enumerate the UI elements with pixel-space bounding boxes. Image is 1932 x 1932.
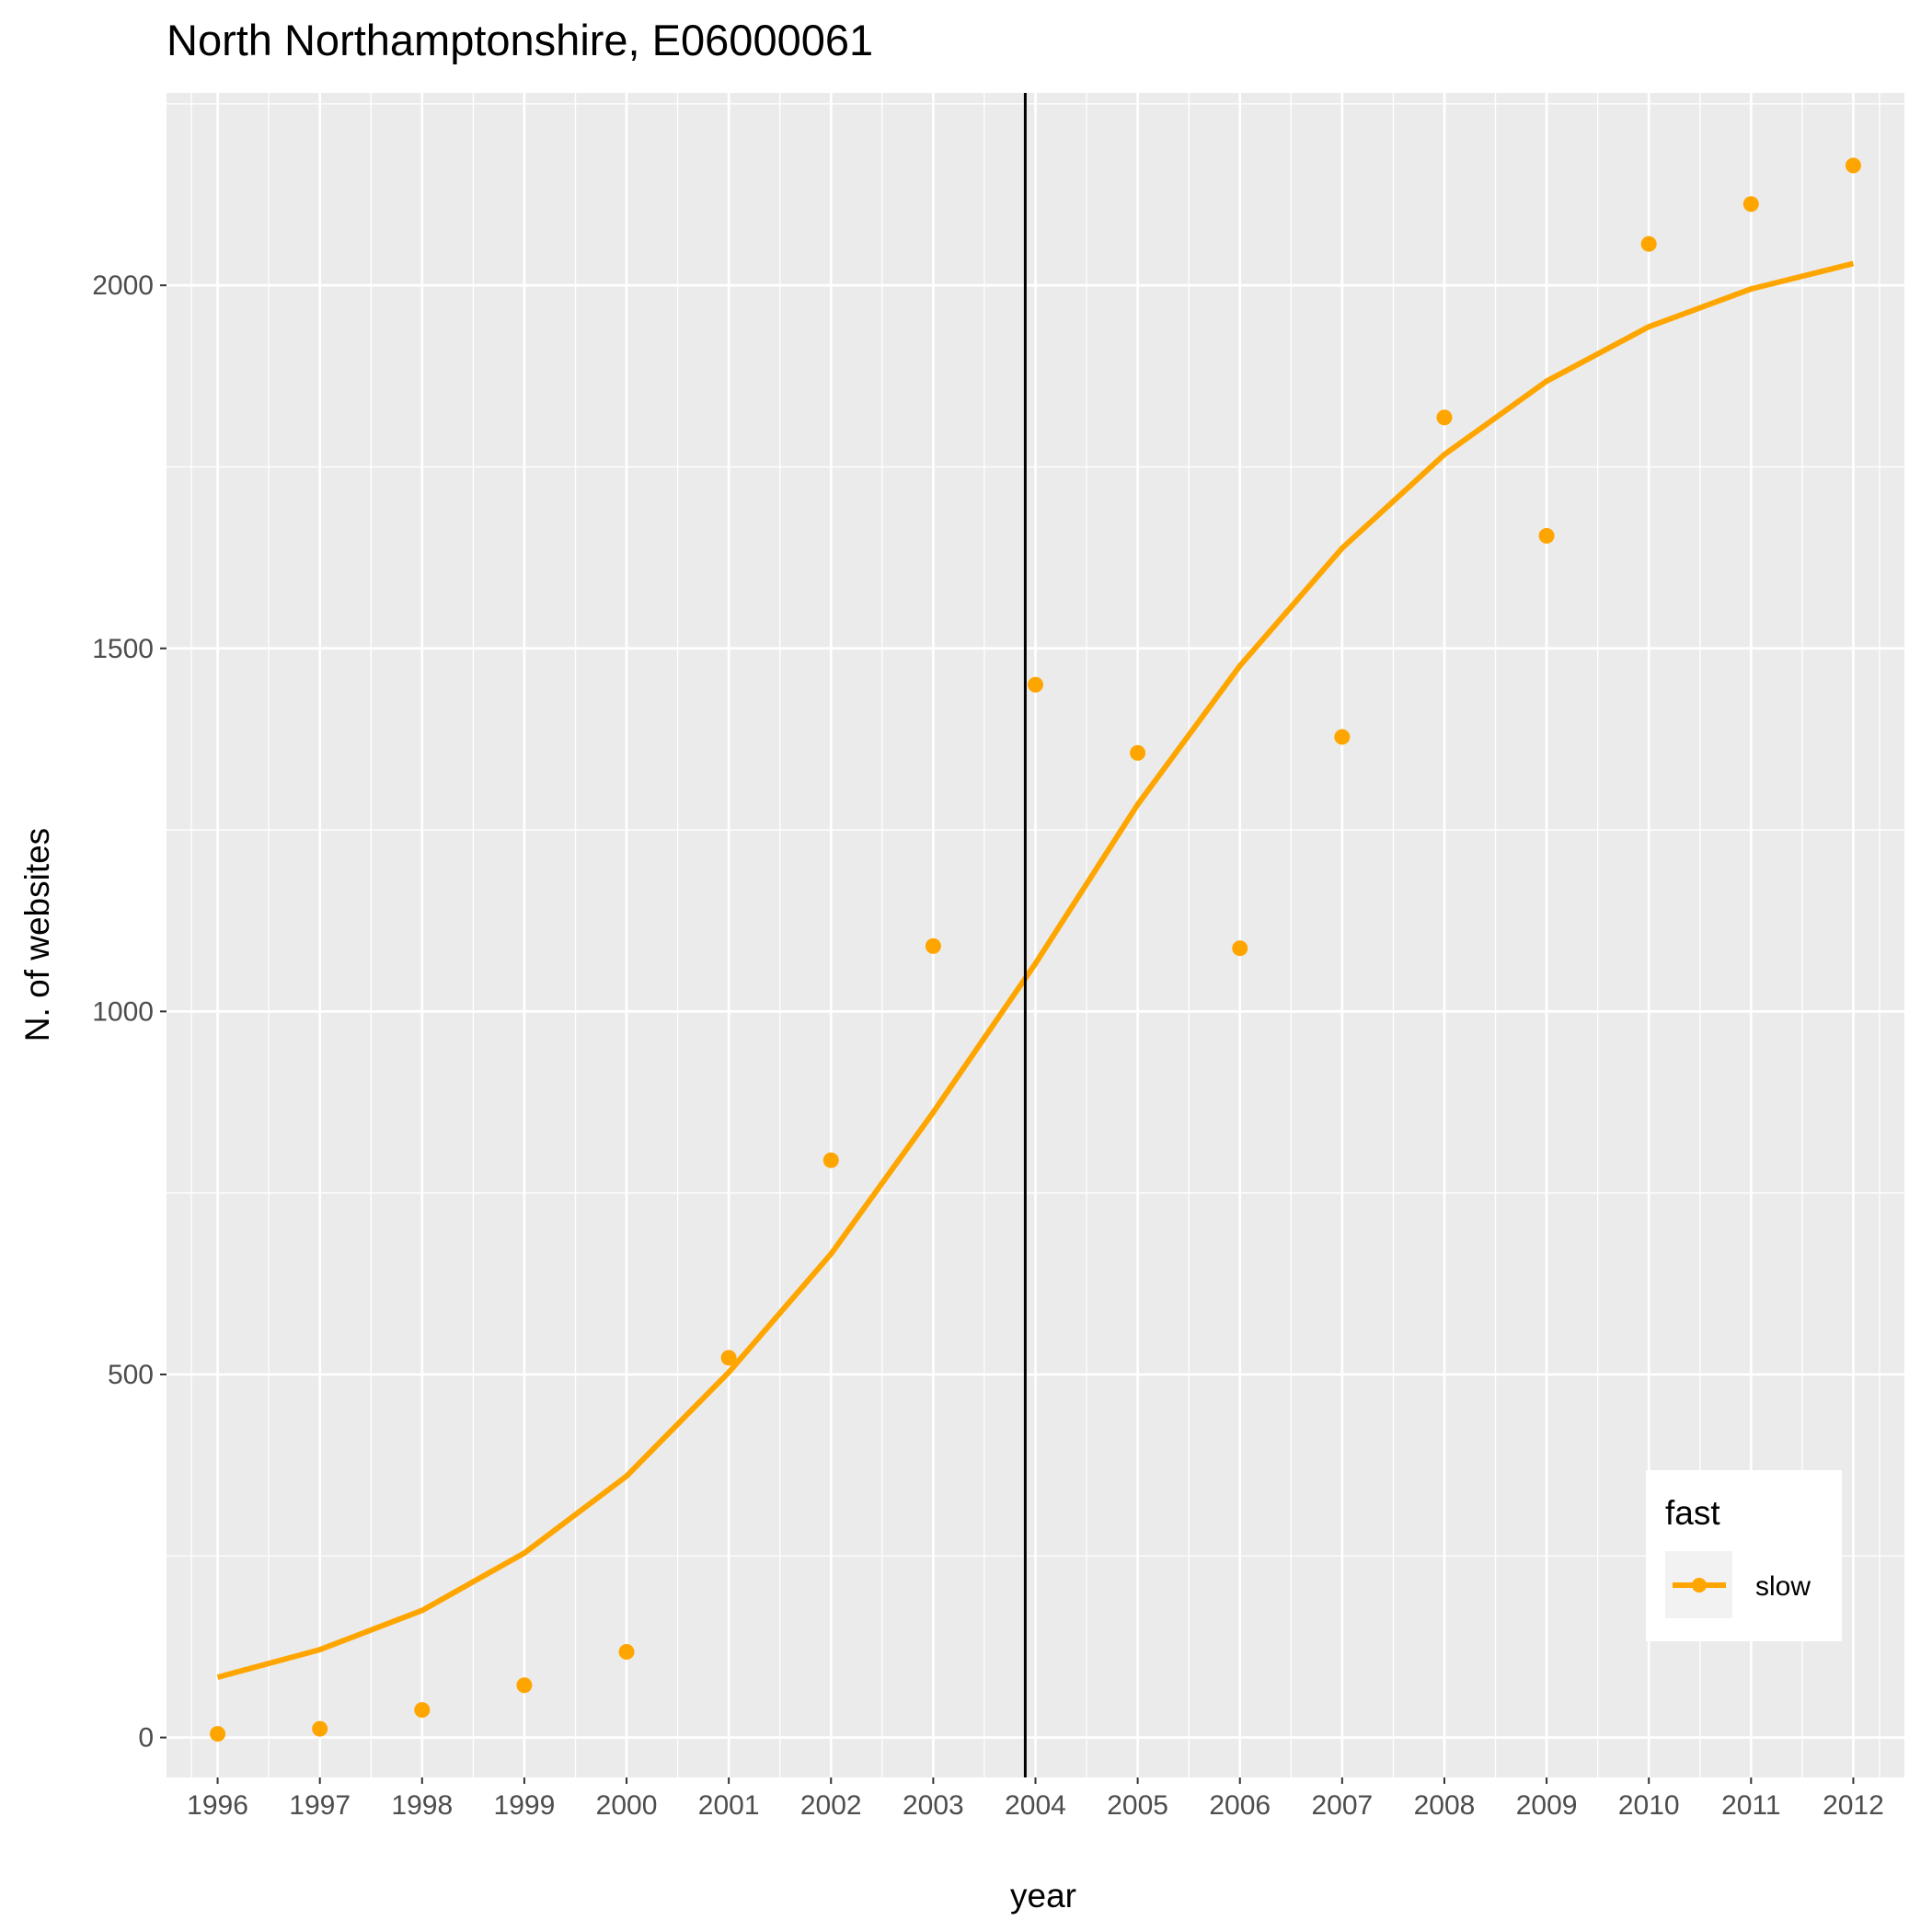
data-point-slow (210, 1726, 226, 1742)
data-point-slow (1538, 527, 1555, 544)
legend-key-point (1692, 1578, 1707, 1593)
x-tick-label: 2006 (1209, 1790, 1271, 1821)
data-point-slow (1028, 676, 1043, 693)
points-layer (210, 157, 1861, 1742)
data-point-slow (516, 1677, 533, 1694)
x-tick-label: 2000 (596, 1790, 658, 1821)
x-tick-label: 2012 (1823, 1790, 1884, 1821)
data-point-slow (822, 1152, 839, 1168)
y-tick-label: 1000 (92, 996, 154, 1027)
y-axis-title: N. of websites (18, 828, 56, 1041)
data-point-slow (618, 1643, 635, 1660)
y-axis-ticks: 0 500 1000 1500 2000 (92, 270, 167, 1754)
x-tick-label: 1997 (289, 1790, 351, 1821)
data-point-slow (925, 937, 941, 954)
x-tick-label: 2009 (1516, 1790, 1578, 1821)
x-tick-label: 1996 (187, 1790, 248, 1821)
x-tick-label: 2011 (1721, 1790, 1781, 1821)
y-tick-label: 1500 (92, 634, 154, 664)
x-tick-label: 2008 (1414, 1790, 1476, 1821)
x-tick-label: 2005 (1107, 1790, 1168, 1821)
y-tick-label: 2000 (92, 270, 154, 301)
legend: fast slow (1646, 1470, 1842, 1641)
legend-title: fast (1665, 1494, 1720, 1532)
data-point-slow (1640, 236, 1657, 252)
grid-minor (167, 93, 1904, 1777)
series-slow-smooth-line (216, 260, 1855, 1680)
x-tick-label: 2004 (1005, 1790, 1066, 1821)
x-axis-title: year (1010, 1877, 1076, 1915)
data-point-slow (1845, 157, 1861, 174)
chart-title: North Northamptonshire, E06000061 (167, 16, 873, 64)
y-tick-label: 500 (108, 1360, 154, 1390)
legend-label-slow: slow (1755, 1571, 1811, 1602)
data-point-slow (1742, 196, 1759, 213)
x-tick-label: 1998 (391, 1790, 453, 1821)
x-tick-label: 2007 (1311, 1790, 1373, 1821)
x-axis-ticks: 1996 1997 1998 1999 2000 2001 2002 2003 2004 2005… (187, 1777, 1884, 1821)
data-point-slow (1130, 744, 1146, 761)
data-point-slow (720, 1350, 737, 1366)
data-point-slow (1436, 409, 1453, 426)
x-tick-label: 2010 (1618, 1790, 1680, 1821)
data-point-slow (414, 1702, 431, 1719)
data-point-slow (1334, 729, 1351, 745)
y-tick-label: 0 (138, 1723, 154, 1754)
data-point-slow (312, 1720, 328, 1737)
x-tick-label: 2003 (903, 1790, 964, 1821)
data-point-slow (1232, 940, 1248, 957)
x-tick-label: 2001 (698, 1790, 760, 1821)
x-tick-label: 2002 (800, 1790, 862, 1821)
x-tick-label: 1999 (494, 1790, 556, 1821)
smooth-layer (216, 260, 1855, 1680)
